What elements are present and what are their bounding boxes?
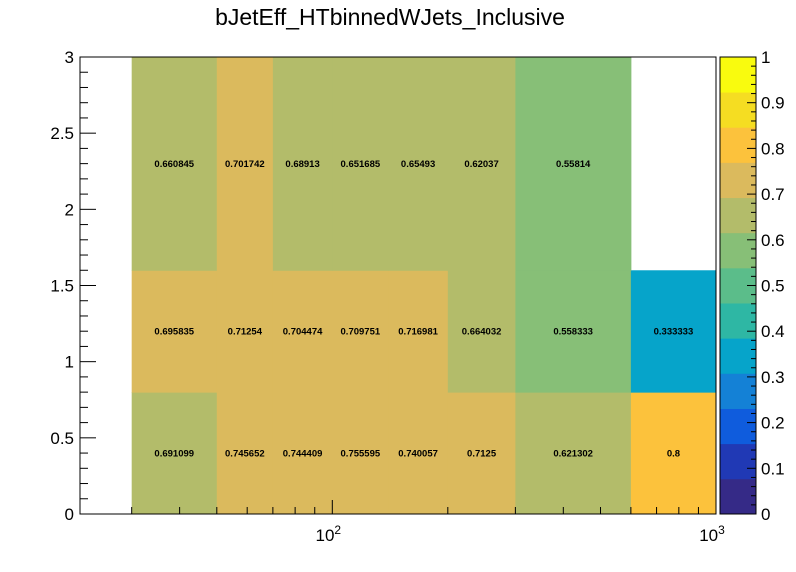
cell-value-label: 0.695835 [154, 327, 194, 338]
cell-value-label: 0.704474 [283, 327, 323, 338]
y-tick-label: 2.5 [50, 124, 74, 143]
y-tick-label: 3 [65, 48, 74, 67]
heatmap-cell [131, 57, 218, 271]
heatmap-cell [388, 392, 449, 515]
cell-value-label: 0.68913 [285, 159, 319, 170]
color-palette [719, 56, 757, 515]
heatmap-cell [332, 392, 389, 515]
cell-value-label: 0.716981 [398, 327, 438, 338]
x-axis: 102 103 [131, 500, 725, 545]
z-tick-label: 0.9 [761, 94, 785, 113]
heatmap-cell [630, 270, 717, 393]
cell-value-label: 0.745652 [225, 449, 265, 460]
palette-swatch [720, 232, 756, 269]
heatmap-cell [272, 270, 333, 393]
heatmap-cell [388, 270, 449, 393]
z-tick-label: 0.2 [761, 414, 785, 433]
cell-value-label: 0.558333 [553, 327, 593, 338]
heatmap-cell [515, 57, 632, 271]
chart-title: bJetEff_HTbinnedWJets_Inclusive [215, 4, 565, 30]
palette-swatch [720, 408, 756, 445]
palette-swatch [720, 127, 756, 163]
cell-value-label: 0.621302 [553, 449, 593, 460]
cell-value-label: 0.709751 [341, 327, 381, 338]
z-tick-label: 0.8 [761, 139, 785, 158]
z-tick-label: 0.4 [761, 322, 785, 341]
cell-value-label: 0.7125 [467, 449, 497, 460]
palette-swatch [720, 162, 756, 199]
palette-swatch [720, 92, 756, 128]
palette-swatch [720, 338, 756, 374]
y-tick-label: 2 [65, 200, 74, 219]
z-tick-label: 0.6 [761, 231, 785, 250]
palette-swatch [720, 57, 756, 93]
heatmap-cell [388, 57, 449, 271]
heatmap-cell [272, 392, 333, 515]
heatmap-cell [216, 57, 274, 271]
cell-value-label: 0.740057 [398, 449, 438, 460]
heatmap-cell [515, 392, 632, 515]
heatmap-cell [447, 392, 516, 515]
cell-labels: 0.691099 0.745652 0.744409 0.755595 0.740057… [154, 159, 693, 459]
y-tick-label: 0 [65, 505, 74, 524]
palette-swatch [720, 373, 756, 409]
cell-value-label: 0.651685 [341, 159, 381, 170]
cell-value-label: 0.62037 [464, 159, 498, 170]
z-tick-label: 0.5 [761, 277, 785, 296]
heatmap-cell [332, 270, 389, 393]
cell-value-label: 0.744409 [283, 449, 323, 460]
z-tick-label: 0.1 [761, 459, 785, 478]
z-tick-label: 0.3 [761, 368, 785, 387]
y-tick-label: 0.5 [50, 429, 74, 448]
palette-swatch [720, 443, 756, 480]
heatmap-cell [272, 57, 333, 271]
z-tick-label: 0.7 [761, 185, 785, 204]
cell-value-label: 0.333333 [654, 327, 694, 338]
x-tick-label: 102 [316, 523, 342, 545]
heatmap-cell [630, 392, 717, 515]
cell-value-label: 0.691099 [154, 449, 194, 460]
cell-value-label: 0.65493 [401, 159, 435, 170]
cell-value-label: 0.755595 [341, 449, 381, 460]
heatmap-cells [131, 57, 717, 515]
cell-value-label: 0.8 [667, 449, 680, 460]
cell-value-label: 0.660845 [154, 159, 194, 170]
heatmap-cell [447, 57, 516, 271]
heatmap-cell [131, 270, 218, 393]
palette-swatch [720, 478, 756, 515]
palette-swatch [720, 303, 756, 339]
y-axis: 0 0.5 1 1.5 2 2.5 3 [50, 48, 96, 524]
heatmap-cell [447, 270, 516, 393]
x-tick-label: 103 [699, 523, 725, 545]
y-tick-label: 1 [65, 353, 74, 372]
cell-value-label: 0.664032 [462, 327, 502, 338]
z-tick-label: 0 [761, 505, 770, 524]
heatmap-cell [131, 392, 218, 515]
cell-value-label: 0.701742 [225, 159, 265, 170]
palette-swatch [720, 197, 756, 234]
heatmap-cell [332, 57, 389, 271]
heatmap-cell [216, 270, 274, 393]
z-axis: 0 0.1 0.2 0.3 0.4 0.5 0.6 0.7 0.8 0.9 1 [747, 48, 785, 524]
heatmap-cell [515, 270, 632, 393]
cell-value-label: 0.55814 [556, 159, 591, 170]
cell-value-label: 0.71254 [228, 327, 263, 338]
z-tick-label: 1 [761, 48, 770, 67]
y-tick-label: 1.5 [50, 277, 74, 296]
heatmap-cell [216, 392, 274, 515]
